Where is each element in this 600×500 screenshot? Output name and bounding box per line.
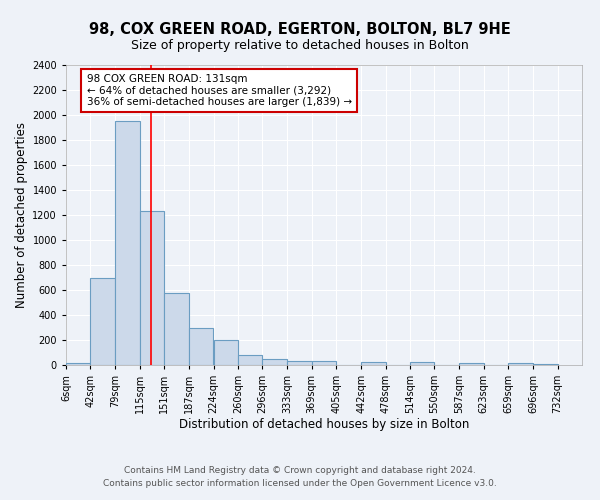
Text: Size of property relative to detached houses in Bolton: Size of property relative to detached ho… [131, 39, 469, 52]
Bar [140, 211, 164, 365]
Text: 98 COX GREEN ROAD: 131sqm
← 64% of detached houses are smaller (3,292)
36% of se: 98 COX GREEN ROAD: 131sqm ← 64% of detac… [86, 74, 352, 107]
Bar [287, 361, 312, 365]
Text: 98, COX GREEN ROAD, EGERTON, BOLTON, BL7 9HE: 98, COX GREEN ROAD, EGERTON, BOLTON, BL7… [89, 22, 511, 38]
Bar [361, 362, 386, 365]
Bar [262, 360, 287, 365]
Bar [410, 362, 434, 365]
Bar [312, 361, 336, 365]
Bar [188, 328, 213, 365]
Y-axis label: Number of detached properties: Number of detached properties [15, 122, 28, 308]
Bar [91, 278, 115, 365]
X-axis label: Distribution of detached houses by size in Bolton: Distribution of detached houses by size … [179, 418, 469, 430]
Bar [214, 340, 238, 365]
Bar [115, 121, 140, 365]
Bar [533, 364, 557, 365]
Bar [460, 363, 484, 365]
Text: Contains HM Land Registry data © Crown copyright and database right 2024.
Contai: Contains HM Land Registry data © Crown c… [103, 466, 497, 487]
Bar [164, 293, 188, 365]
Bar [66, 362, 91, 365]
Bar [508, 363, 533, 365]
Bar [238, 355, 262, 365]
